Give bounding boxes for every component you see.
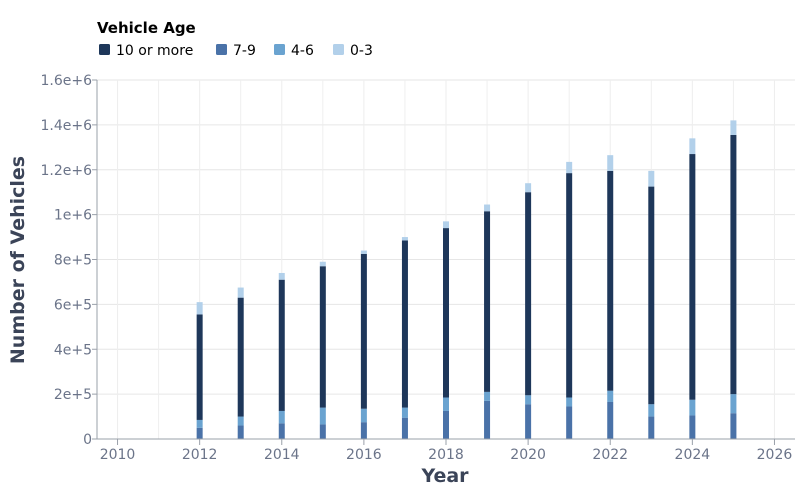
bar-segment-7-9 xyxy=(607,401,614,439)
bar-segment-7-9 xyxy=(566,406,573,439)
y-tick-label: 6e+5 xyxy=(54,297,92,313)
bar-segment-7-9 xyxy=(525,404,532,439)
bar-segment-7-9 xyxy=(237,425,244,439)
legend-item: 4-6 xyxy=(274,43,314,59)
bar-segment-10-or-more xyxy=(237,297,244,417)
bar-segment-7-9 xyxy=(319,424,326,439)
bar-segment-10-or-more xyxy=(525,192,532,396)
bar-segment-4-6 xyxy=(566,397,573,407)
bar-segment-10-or-more xyxy=(443,228,449,398)
bar-segment-0-3 xyxy=(319,261,326,267)
legend-swatch xyxy=(99,44,110,55)
x-axis-title: Year xyxy=(420,465,469,487)
bar-segment-10-or-more xyxy=(566,173,573,398)
bars xyxy=(196,120,737,439)
bar-segment-4-6 xyxy=(319,407,326,425)
legend-label: 7-9 xyxy=(233,43,256,59)
bar-segment-7-9 xyxy=(648,416,655,439)
bar-segment-4-6 xyxy=(443,397,449,411)
bar-segment-7-9 xyxy=(401,417,408,439)
bar-segment-7-9 xyxy=(689,415,696,439)
bar-segment-4-6 xyxy=(401,407,408,418)
x-tick-label: 2014 xyxy=(264,447,300,463)
bar-segment-0-3 xyxy=(648,170,655,187)
x-tick-label: 2012 xyxy=(182,447,218,463)
legend-swatch xyxy=(216,44,227,55)
bar-segment-7-9 xyxy=(278,423,285,439)
bar-segment-10-or-more xyxy=(319,266,326,408)
bar-segment-0-3 xyxy=(237,287,244,298)
x-tick-label: 2020 xyxy=(510,447,546,463)
y-axis-title: Number of Vehicles xyxy=(7,156,29,364)
bar-segment-0-3 xyxy=(689,138,696,155)
legend-label: 0-3 xyxy=(350,43,373,59)
bar-segment-4-6 xyxy=(360,408,367,423)
legend-item: 0-3 xyxy=(333,43,373,59)
bar-segment-0-3 xyxy=(566,161,573,174)
bar-segment-10-or-more xyxy=(196,314,203,420)
legend-swatch xyxy=(274,44,285,55)
bar-segment-4-6 xyxy=(196,419,203,428)
y-tick-label: 0 xyxy=(83,432,92,448)
bar-segment-4-6 xyxy=(730,394,737,414)
bar-segment-0-3 xyxy=(360,250,367,254)
bar-segment-10-or-more xyxy=(484,211,491,392)
legend-title: Vehicle Age xyxy=(97,19,196,37)
bar-segment-10-or-more xyxy=(401,240,408,408)
x-tick-label: 2024 xyxy=(675,447,711,463)
bar-segment-10-or-more xyxy=(360,253,367,409)
bar-segment-4-6 xyxy=(525,395,532,405)
legend: Vehicle Age 10 or more 7-9 4-6 0-3 xyxy=(97,19,373,59)
legend-swatch xyxy=(333,44,344,55)
x-tick-label: 2018 xyxy=(428,447,464,463)
bar-segment-10-or-more xyxy=(648,186,655,405)
bar-segment-4-6 xyxy=(278,410,285,424)
bar-segment-10-or-more xyxy=(730,134,737,395)
y-tick-label: 1.4e+6 xyxy=(40,118,92,134)
bar-segment-0-3 xyxy=(607,155,614,171)
bar-segment-4-6 xyxy=(607,390,614,402)
bar-segment-4-6 xyxy=(484,391,491,401)
y-tick-label: 1.2e+6 xyxy=(40,163,92,179)
bar-segment-10-or-more xyxy=(689,154,696,400)
bar-segment-7-9 xyxy=(196,427,203,439)
x-tick-label: 2016 xyxy=(346,447,382,463)
bar-segment-4-6 xyxy=(648,404,655,417)
bar-segment-10-or-more xyxy=(607,170,614,391)
bar-segment-0-3 xyxy=(525,183,532,193)
bar-segment-0-3 xyxy=(730,120,737,135)
legend-label: 4-6 xyxy=(291,43,314,59)
legend-item: 10 or more xyxy=(99,43,193,59)
y-tick-label: 2e+5 xyxy=(54,387,92,403)
bar-segment-0-3 xyxy=(401,237,408,241)
bar-segment-4-6 xyxy=(689,399,696,416)
x-tick-label: 2022 xyxy=(592,447,628,463)
bar-segment-7-9 xyxy=(443,410,449,439)
bar-segment-0-3 xyxy=(196,302,203,315)
x-tick-label: 2026 xyxy=(757,447,793,463)
bar-segment-0-3 xyxy=(484,204,491,212)
y-tick-label: 1e+6 xyxy=(54,208,92,224)
bar-segment-7-9 xyxy=(730,413,737,439)
bar-segment-7-9 xyxy=(484,400,491,439)
bar-segment-0-3 xyxy=(443,221,449,229)
bar-segment-0-3 xyxy=(278,272,285,280)
x-tick-label: 2010 xyxy=(100,447,136,463)
y-tick-label: 8e+5 xyxy=(54,253,92,269)
legend-label: 10 or more xyxy=(116,43,193,59)
bar-segment-4-6 xyxy=(237,416,244,426)
bar-segment-10-or-more xyxy=(278,279,285,411)
y-tick-label: 1.6e+6 xyxy=(40,73,92,89)
legend-item: 7-9 xyxy=(216,43,256,59)
bar-segment-7-9 xyxy=(360,422,367,439)
y-tick-label: 4e+5 xyxy=(54,342,92,358)
axes: 0 2e+5 4e+5 6e+5 8e+5 1e+6 1.2e+6 1.4e+6 1.6e+6 2… xyxy=(40,73,795,463)
